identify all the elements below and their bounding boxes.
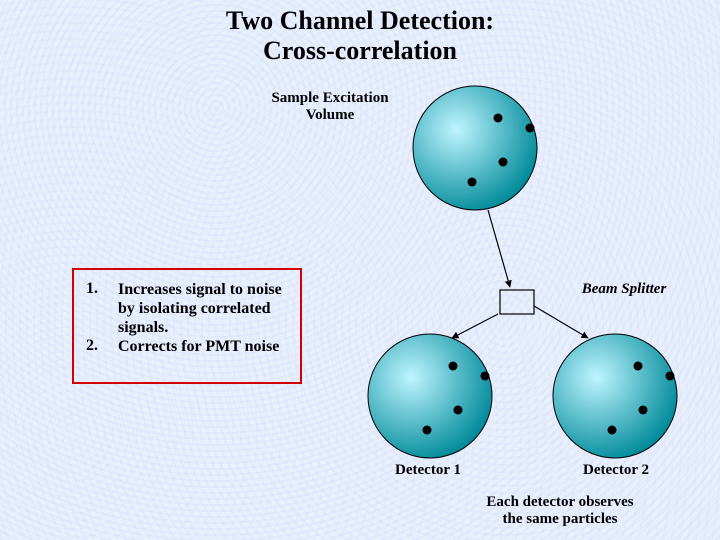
particle-dot — [454, 406, 463, 415]
particle-dot — [481, 372, 490, 381]
notes-item: 1.Increases signal to noise by isolating… — [86, 280, 288, 337]
notes-item: 2.Corrects for PMT noise — [86, 337, 288, 356]
sample-excitation-label: Sample ExcitationVolume — [260, 90, 400, 124]
beam-path-1 — [488, 210, 510, 287]
beam-splitter-shape — [500, 290, 534, 314]
notes-item-number: 1. — [86, 280, 118, 337]
particle-dot — [499, 158, 508, 167]
beam-path-3 — [534, 306, 588, 338]
detector1-circle — [368, 334, 492, 458]
title-line2: Cross-correlation — [0, 36, 720, 66]
title-line1: Two Channel Detection: — [0, 6, 720, 36]
particle-dot — [468, 178, 477, 187]
particle-dot — [494, 114, 503, 123]
particle-dot — [449, 362, 458, 371]
notes-box: 1.Increases signal to noise by isolating… — [72, 268, 302, 384]
beam-path-2 — [452, 314, 498, 338]
notes-item-number: 2. — [86, 337, 118, 356]
beam-splitter-label: Beam Splitter — [564, 281, 684, 298]
notes-item-text: Corrects for PMT noise — [118, 337, 288, 356]
notes-item-text: Increases signal to noise by isolating c… — [118, 280, 288, 337]
detector1-label: Detector 1 — [378, 462, 478, 479]
particle-dot — [634, 362, 643, 371]
sample-volume-circle — [413, 86, 537, 210]
detector2-circle — [553, 334, 677, 458]
detector2-label: Detector 2 — [566, 462, 666, 479]
page-title: Two Channel Detection: Cross-correlation — [0, 6, 720, 66]
particle-dot — [526, 124, 535, 133]
particle-dot — [423, 426, 432, 435]
footer-caption: Each detector observesthe same particles — [440, 494, 680, 528]
particle-dot — [608, 426, 617, 435]
particle-dot — [639, 406, 648, 415]
particle-dot — [666, 372, 675, 381]
notes-list: 1.Increases signal to noise by isolating… — [86, 280, 288, 356]
